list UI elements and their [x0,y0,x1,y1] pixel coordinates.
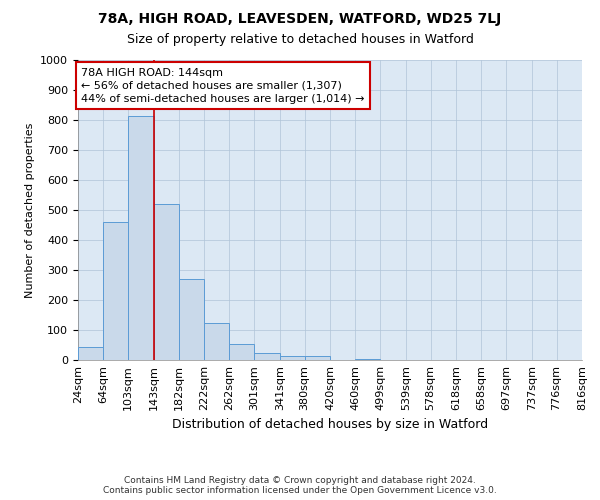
Bar [128,116,154,360]
Bar [78,348,103,360]
Bar [179,279,204,360]
Y-axis label: Number of detached properties: Number of detached properties [25,122,35,298]
Bar [280,356,305,360]
Text: Size of property relative to detached houses in Watford: Size of property relative to detached ho… [127,32,473,46]
Bar [103,222,128,360]
Bar [305,356,330,360]
Text: Contains HM Land Registry data © Crown copyright and database right 2024.
Contai: Contains HM Land Registry data © Crown c… [103,476,497,495]
Bar [254,352,280,360]
Text: 78A, HIGH ROAD, LEAVESDEN, WATFORD, WD25 7LJ: 78A, HIGH ROAD, LEAVESDEN, WATFORD, WD25… [98,12,502,26]
X-axis label: Distribution of detached houses by size in Watford: Distribution of detached houses by size … [172,418,488,432]
Bar [355,358,380,360]
Bar [204,322,229,360]
Text: 78A HIGH ROAD: 144sqm
← 56% of detached houses are smaller (1,307)
44% of semi-d: 78A HIGH ROAD: 144sqm ← 56% of detached … [81,68,365,104]
Bar [229,344,254,360]
Bar [154,204,179,360]
